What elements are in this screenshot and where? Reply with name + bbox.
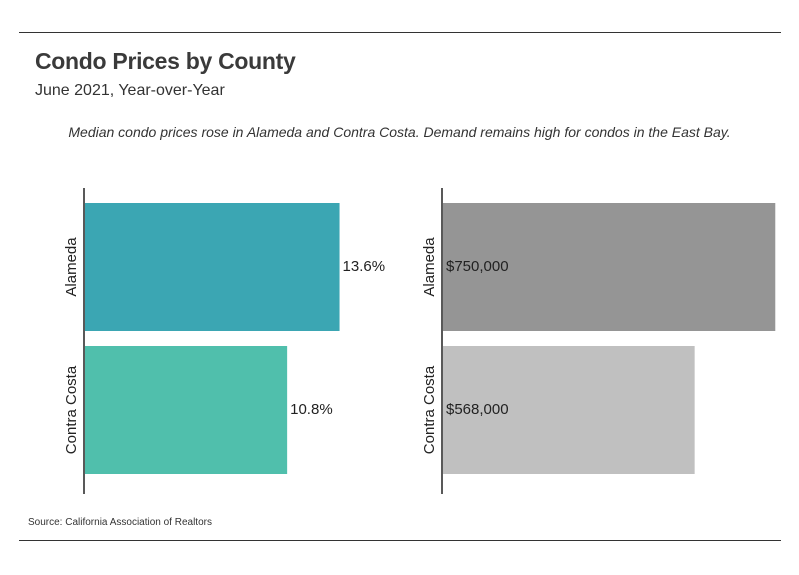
chart-title: Condo Prices by County xyxy=(35,48,296,74)
bar-price-alameda xyxy=(443,203,776,331)
chart-annotation: Median condo prices rose in Alameda and … xyxy=(68,124,731,140)
data-label-price-contra-costa: $568,000 xyxy=(446,401,509,418)
tick-label-change-alameda: Alameda xyxy=(63,237,80,297)
data-label-change-contra-costa: 10.8% xyxy=(290,401,333,418)
bar-price-contra-costa xyxy=(443,346,695,474)
bottom-rule xyxy=(19,540,781,541)
data-label-price-alameda: $750,000 xyxy=(446,258,509,275)
tick-label-price-contra-costa: Contra Costa xyxy=(421,365,438,454)
top-rule xyxy=(19,32,781,33)
bar-change-contra-costa xyxy=(85,346,288,474)
source-note: Source: California Association of Realto… xyxy=(28,517,212,528)
tick-label-change-contra-costa: Contra Costa xyxy=(63,365,80,454)
data-label-change-alameda: 13.6% xyxy=(343,258,386,275)
chart-subtitle: June 2021, Year-over-Year xyxy=(35,82,225,99)
tick-label-price-alameda: Alameda xyxy=(421,237,438,297)
bar-change-alameda xyxy=(85,203,340,331)
